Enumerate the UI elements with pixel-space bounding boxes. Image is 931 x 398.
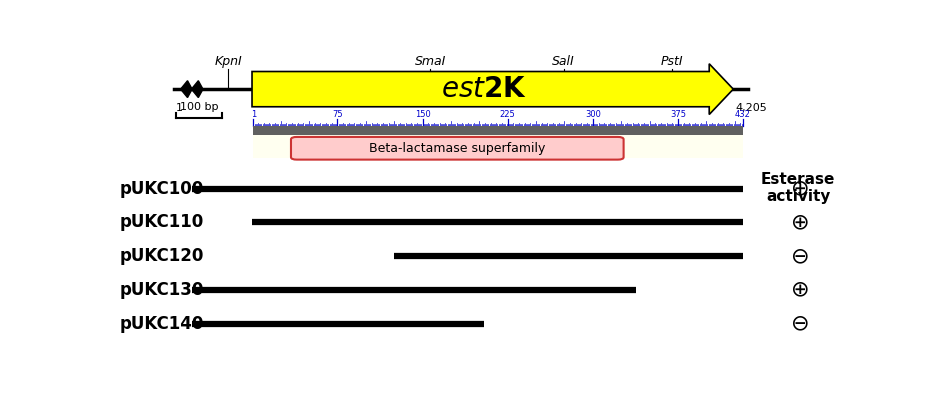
Text: SalI: SalI <box>552 55 575 68</box>
Text: 1: 1 <box>176 103 183 113</box>
Text: ⊕: ⊕ <box>791 280 810 300</box>
Text: PstI: PstI <box>661 55 683 68</box>
Text: 75: 75 <box>332 110 343 119</box>
Polygon shape <box>181 81 192 98</box>
Bar <box>253 126 743 135</box>
Polygon shape <box>192 81 203 98</box>
Text: Beta-lactamase superfamily: Beta-lactamase superfamily <box>369 142 546 155</box>
Text: pUKC110: pUKC110 <box>120 213 204 232</box>
Text: 150: 150 <box>414 110 430 119</box>
Text: pUKC120: pUKC120 <box>120 247 205 265</box>
Text: pUKC100: pUKC100 <box>120 180 204 198</box>
Text: $\mathit{est}$$\bf{2K}$: $\mathit{est}$$\bf{2K}$ <box>441 75 527 103</box>
Text: 225: 225 <box>500 110 516 119</box>
Polygon shape <box>252 64 734 115</box>
Text: 100 bp: 100 bp <box>180 101 219 111</box>
Bar <box>253 135 743 158</box>
Text: ⊕: ⊕ <box>791 213 810 232</box>
Text: Esterase
activity: Esterase activity <box>761 172 835 204</box>
Text: pUKC140: pUKC140 <box>120 314 205 333</box>
Text: ⊕: ⊕ <box>791 179 810 199</box>
Text: 300: 300 <box>585 110 600 119</box>
Text: 4,205: 4,205 <box>735 103 767 113</box>
Text: ⊖: ⊖ <box>791 314 810 334</box>
Text: SmaI: SmaI <box>414 55 446 68</box>
Text: 375: 375 <box>670 110 686 119</box>
Text: pUKC130: pUKC130 <box>120 281 205 299</box>
Text: 1: 1 <box>250 110 256 119</box>
Text: 432: 432 <box>735 110 750 119</box>
Text: ⊖: ⊖ <box>791 246 810 266</box>
Text: KpnI: KpnI <box>214 55 242 68</box>
FancyBboxPatch shape <box>291 137 624 160</box>
